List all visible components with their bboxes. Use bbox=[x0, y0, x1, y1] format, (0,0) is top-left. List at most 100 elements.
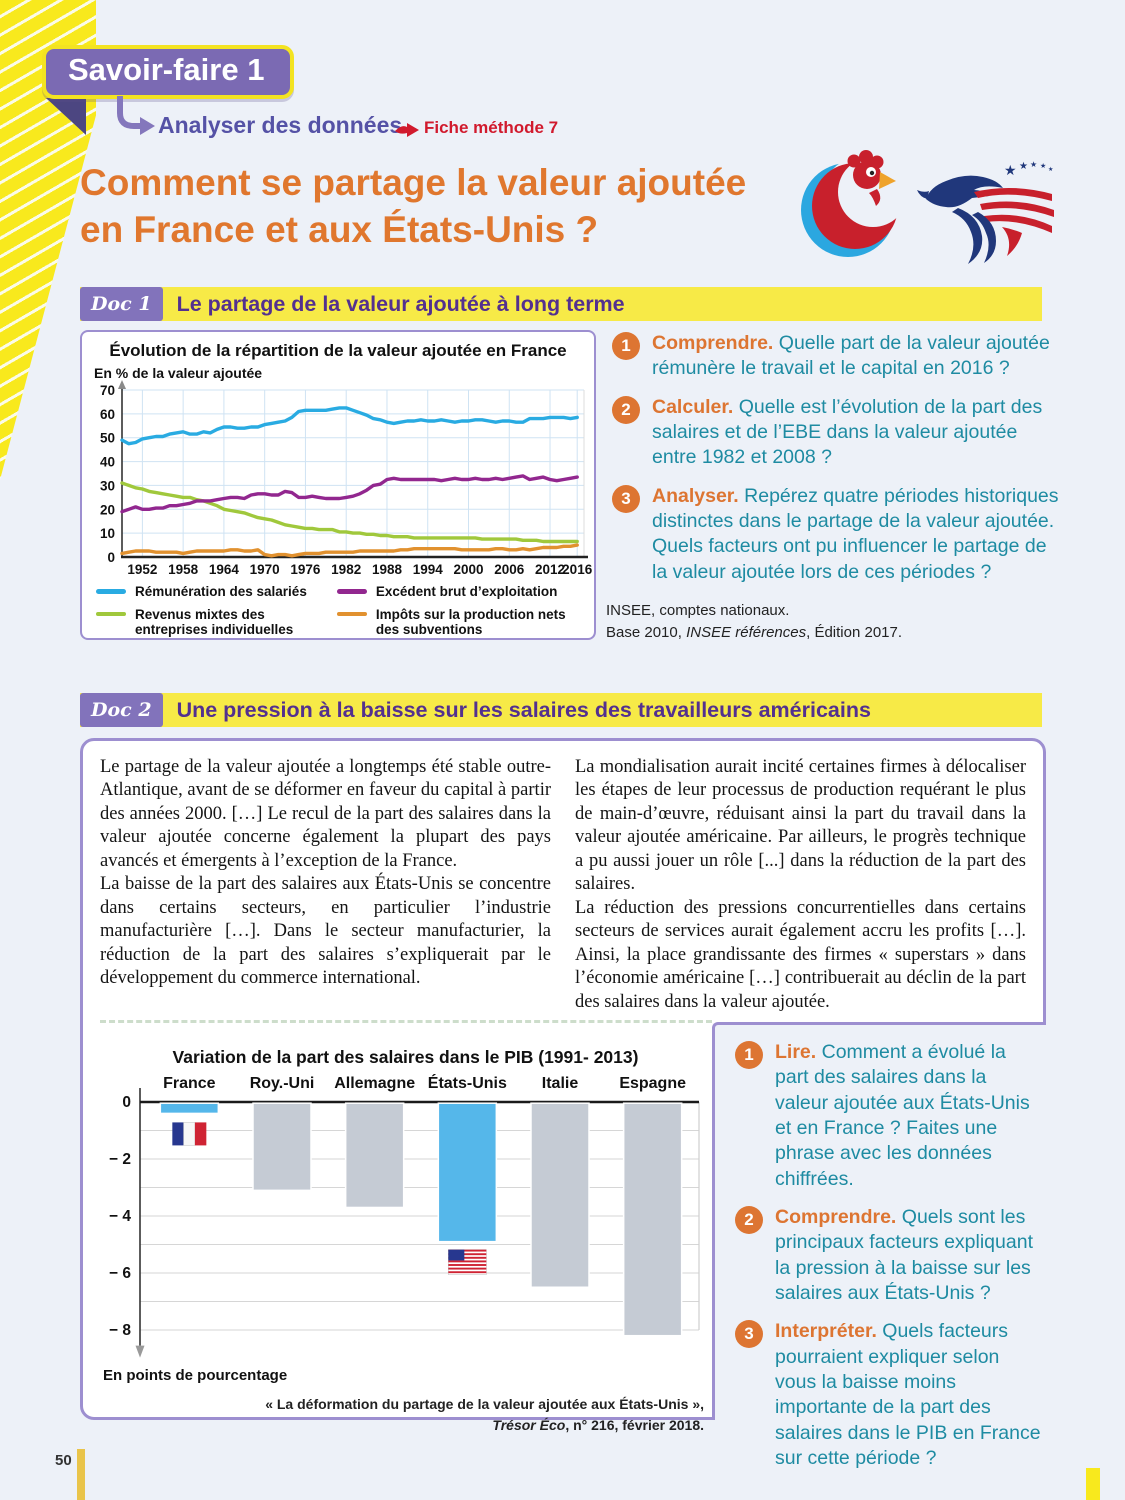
american-eagle-logo: ★ ★ ★ ★ ★ bbox=[916, 152, 1058, 275]
svg-text:0: 0 bbox=[107, 550, 115, 565]
svg-text:2012: 2012 bbox=[535, 562, 565, 577]
question-lead: Analyser. bbox=[652, 484, 739, 507]
svg-text:70: 70 bbox=[100, 383, 115, 398]
svg-text:Espagne: Espagne bbox=[619, 1075, 686, 1092]
method-link[interactable]: Fiche méthode 7 bbox=[424, 118, 559, 137]
svg-text:1952: 1952 bbox=[127, 562, 157, 577]
page-number-bar bbox=[77, 1449, 85, 1500]
caption-line1: « La déformation du partage de la valeur… bbox=[265, 1396, 704, 1412]
question-text: Quels facteurs pourraient expliquer selo… bbox=[775, 1320, 1041, 1470]
svg-text:− 6: − 6 bbox=[109, 1265, 131, 1282]
page-number: 50 bbox=[55, 1452, 72, 1469]
svg-text:2000: 2000 bbox=[453, 562, 483, 577]
svg-text:★: ★ bbox=[1040, 162, 1046, 170]
legend-swatch bbox=[96, 611, 126, 617]
svg-text:2006: 2006 bbox=[494, 562, 525, 577]
legend-swatch bbox=[336, 611, 367, 617]
question-lead: Lire. bbox=[775, 1041, 817, 1063]
svg-text:40: 40 bbox=[100, 455, 115, 470]
svg-text:Allemagne: Allemagne bbox=[334, 1075, 415, 1092]
svg-text:1958: 1958 bbox=[168, 562, 199, 577]
svg-text:10: 10 bbox=[100, 526, 115, 541]
doc2-bar-chart: 0 − 2 − 4 − 6 − 8 France Roy.-Uni Allemagne État… bbox=[109, 1073, 700, 1358]
question: 2 Calculer. Quelle est l’évolution de la… bbox=[612, 395, 1062, 471]
legend-label: Excédent brut d’exploitation bbox=[375, 584, 558, 599]
method-arrow-icon bbox=[394, 121, 420, 144]
page-title: Comment se partage la valeur ajoutée en … bbox=[80, 160, 800, 253]
doc2-heading: Une pression à la baisse sur les salaire… bbox=[176, 697, 871, 722]
doc1-chart-box: Évolution de la répartition de la valeur… bbox=[80, 330, 596, 640]
line-chart-unit: En % de la valeur ajoutée bbox=[94, 365, 263, 381]
svg-text:50: 50 bbox=[100, 431, 115, 446]
page-edge-tab bbox=[1086, 1468, 1100, 1500]
svg-text:1970: 1970 bbox=[250, 562, 280, 577]
svg-text:30: 30 bbox=[100, 478, 115, 493]
legend-label: Rémunération des salariés bbox=[135, 584, 307, 599]
doc2-questions: 1 Lire. Comment a évolué la part des sal… bbox=[715, 1025, 1046, 1472]
question-lead: Comprendre. bbox=[775, 1206, 897, 1229]
french-rooster-logo bbox=[792, 146, 914, 273]
doc2-tag: Doc 2 bbox=[80, 693, 163, 727]
source-line1: INSEE, comptes nationaux. bbox=[606, 602, 790, 619]
svg-text:★: ★ bbox=[1004, 162, 1017, 178]
curved-arrow-icon bbox=[110, 96, 156, 143]
paragraph: La baisse de la part des salaires aux Ét… bbox=[100, 874, 551, 989]
paragraph: Le partage de la valeur ajoutée a longte… bbox=[100, 757, 551, 871]
svg-text:2016: 2016 bbox=[562, 562, 593, 577]
question-text: Quelle est l’évolution de la part des sa… bbox=[652, 395, 1043, 469]
question-text: Comment a évolué la part des salaires da… bbox=[775, 1041, 1030, 1190]
line-chart-legend: Rémunération des salariés Revenus mixtes … bbox=[96, 584, 588, 638]
question-lead: Interpréter. bbox=[775, 1320, 877, 1343]
question-text: Repérez quatre périodes historiques dist… bbox=[652, 484, 1059, 583]
svg-text:− 4: − 4 bbox=[109, 1208, 131, 1225]
svg-text:− 8: − 8 bbox=[109, 1322, 131, 1339]
doc2-text: Le partage de la valeur ajoutée a longte… bbox=[100, 756, 1026, 1014]
paragraph: La réduction des pressions concurrentiel… bbox=[575, 897, 1026, 1012]
dashed-separator bbox=[100, 1020, 712, 1023]
legend-label: Revenus mixtes des entreprises individue… bbox=[135, 606, 294, 638]
question-text: Quelle part de la valeur ajoutée rémunèr… bbox=[652, 332, 1050, 380]
svg-text:États-Unis: États-Unis bbox=[428, 1073, 507, 1092]
svg-text:Roy.-Uni: Roy.-Uni bbox=[250, 1075, 315, 1092]
question: 3 Interpréter. Quels facteurs pourraient… bbox=[735, 1319, 1042, 1471]
legend-item: Revenus mixtes des entreprises individue… bbox=[96, 607, 333, 638]
usa-flag-icon bbox=[448, 1249, 487, 1275]
svg-text:20: 20 bbox=[100, 502, 115, 517]
page-title-line2: en France et aux États-Unis ? bbox=[80, 208, 599, 250]
question-number-badge: 2 bbox=[735, 1206, 763, 1235]
doc1-line-chart: 0 10 20 30 40 50 60 70 1952 1958 1964 1970 1976 1982 1… bbox=[100, 380, 593, 577]
svg-text:Italie: Italie bbox=[542, 1075, 579, 1092]
question-number-badge: 3 bbox=[612, 484, 640, 513]
bar-chart-title: Variation de la part des salaires dans l… bbox=[172, 1047, 639, 1067]
legend-item: Rémunération des salariés bbox=[96, 584, 333, 600]
question-text: Quels sont les principaux facteurs expli… bbox=[775, 1206, 1033, 1305]
question: 2 Comprendre. Quels sont les principaux … bbox=[735, 1205, 1042, 1306]
doc2-chart-caption: « La déformation du partage de la valeur… bbox=[93, 1394, 718, 1436]
doc1-tag: Doc 1 bbox=[80, 287, 163, 321]
svg-text:1964: 1964 bbox=[209, 562, 240, 577]
doc2-text-column-left: Le partage de la valeur ajoutée a longte… bbox=[100, 756, 551, 1014]
paragraph: La mondialisation aurait incité certaine… bbox=[575, 757, 1026, 895]
doc1-questions: 1 Comprendre. Quelle part de la valeur a… bbox=[612, 331, 1062, 585]
svg-text:1982: 1982 bbox=[331, 562, 361, 577]
question-number-badge: 3 bbox=[735, 1320, 763, 1349]
legend-item: Excédent brut d’exploitation bbox=[336, 584, 588, 600]
question-number-badge: 1 bbox=[735, 1041, 763, 1069]
question: 3 Analyser. Repérez quatre périodes hist… bbox=[612, 484, 1062, 585]
page-title-line1: Comment se partage la valeur ajoutée bbox=[80, 162, 747, 203]
doc2-banner: Doc 2 Une pression à la baisse sur les s… bbox=[80, 693, 1042, 727]
lesson-banner: Savoir-faire 1 bbox=[42, 45, 295, 99]
svg-text:★: ★ bbox=[1030, 160, 1037, 169]
question-number-badge: 2 bbox=[612, 395, 640, 424]
question: 1 Comprendre. Quelle part de la valeur a… bbox=[612, 331, 1062, 382]
doc2-questions-panel: 1 Lire. Comment a évolué la part des sal… bbox=[712, 1022, 1046, 1469]
france-flag-icon bbox=[172, 1122, 207, 1146]
legend-swatch bbox=[96, 589, 126, 594]
svg-text:1988: 1988 bbox=[372, 562, 403, 577]
svg-text:− 2: − 2 bbox=[109, 1151, 131, 1168]
doc1-banner: Doc 1 Le partage de la valeur ajoutée à … bbox=[80, 287, 1042, 321]
legend-swatch bbox=[336, 589, 367, 594]
svg-text:★: ★ bbox=[1048, 166, 1053, 173]
doc2-text-column-right: La mondialisation aurait incité certaine… bbox=[575, 756, 1026, 1014]
